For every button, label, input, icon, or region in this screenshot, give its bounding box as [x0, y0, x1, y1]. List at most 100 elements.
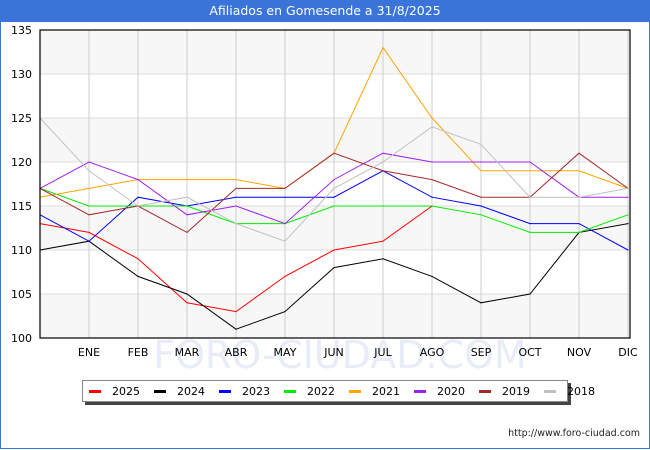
x-tick-label: JUL: [373, 346, 392, 359]
y-tick-label: 130: [11, 68, 32, 81]
x-tick-label: SEP: [471, 346, 492, 359]
legend-label: 2023: [242, 384, 270, 398]
y-tick-label: 100: [11, 332, 32, 345]
data-point-2024: [235, 328, 237, 330]
x-tick-label: OCT: [518, 346, 541, 359]
watermark: FORO-CIUDAD.COM: [153, 333, 527, 377]
data-point-2025: [88, 231, 90, 233]
data-point-2021: [186, 179, 188, 181]
x-tick-label: JUN: [323, 346, 344, 359]
legend-item: 2019: [479, 385, 530, 398]
legend-swatch: [284, 389, 296, 393]
data-point-2020: [137, 179, 139, 181]
x-tick-label: ENE: [78, 346, 100, 359]
data-point-2018: [431, 126, 433, 128]
legend-item: 2025: [89, 385, 140, 398]
legend-swatch: [89, 389, 101, 393]
x-tick-label: DIC: [618, 346, 638, 359]
legend-swatch: [154, 389, 166, 393]
legend-label: 2019: [502, 384, 530, 398]
data-point-2025: [186, 302, 188, 304]
background-band: [40, 206, 630, 250]
data-point-2024: [529, 293, 531, 295]
data-point-2020: [431, 161, 433, 163]
data-point-2021: [578, 170, 580, 172]
background-band: [40, 118, 630, 162]
legend-item: 2020: [414, 385, 465, 398]
background-band: [40, 30, 630, 74]
y-tick-label: 125: [11, 112, 32, 125]
data-point-2020: [529, 161, 531, 163]
data-point-2019: [284, 187, 286, 189]
data-point-2023: [88, 240, 90, 242]
data-point-2021: [382, 47, 384, 49]
data-point-2025: [137, 258, 139, 260]
legend-label: 2020: [437, 384, 465, 398]
legend-label: 2025: [112, 384, 140, 398]
y-tick-label: 105: [11, 288, 32, 301]
data-point-2021: [235, 179, 237, 181]
data-point-2018: [382, 161, 384, 163]
data-point-2019: [235, 187, 237, 189]
data-point-2024: [382, 258, 384, 260]
legend-swatch: [479, 389, 491, 393]
data-point-2023: [627, 249, 629, 251]
data-point-2023: [333, 196, 335, 198]
data-point-2023: [137, 196, 139, 198]
legend-item: 2024: [154, 385, 205, 398]
data-point-2018: [284, 240, 286, 242]
data-point-2022: [578, 231, 580, 233]
legend-label: 2018: [567, 384, 595, 398]
data-point-2022: [88, 205, 90, 207]
data-point-2020: [627, 196, 629, 198]
x-axis-ticks: ENE FEB MAR ABR MAY JUN JUL AGO SEP OCT NOV DIC: [78, 346, 638, 359]
y-tick-label: 120: [11, 156, 32, 169]
data-point-2024: [284, 311, 286, 313]
data-point-2018: [235, 223, 237, 225]
chart-title: Afiliados en Gomesende a 31/8/2025: [0, 0, 650, 22]
x-tick-label: NOV: [567, 346, 592, 359]
data-point-2019: [186, 231, 188, 233]
data-point-2020: [382, 152, 384, 154]
data-point-2023: [235, 196, 237, 198]
data-point-2024: [431, 275, 433, 277]
legend: 2025 2024 2023 2022 2021 2020 2019 2018: [82, 380, 595, 402]
data-point-2023: [284, 196, 286, 198]
data-point-2019: [480, 196, 482, 198]
y-tick-label: 135: [11, 24, 32, 37]
background-bands: [40, 30, 630, 338]
data-point-2022: [431, 205, 433, 207]
data-point-2024: [186, 293, 188, 295]
data-point-2021: [431, 117, 433, 119]
data-point-2022: [382, 205, 384, 207]
legend-swatch: [544, 389, 556, 393]
data-point-2025: [333, 249, 335, 251]
background-band: [40, 294, 630, 338]
data-point-2022: [529, 231, 531, 233]
y-tick-label: 115: [11, 200, 32, 213]
data-point-2021: [480, 170, 482, 172]
data-point-2018: [578, 196, 580, 198]
data-point-2018: [480, 143, 482, 145]
data-point-2024: [480, 302, 482, 304]
x-tick-label: MAR: [175, 346, 200, 359]
legend-label: 2024: [177, 384, 205, 398]
data-point-2024: [627, 223, 629, 225]
data-point-2021: [529, 170, 531, 172]
y-tick-label: 110: [11, 244, 32, 257]
data-point-2021: [88, 187, 90, 189]
data-point-2024: [137, 275, 139, 277]
data-point-2023: [480, 205, 482, 207]
data-point-2025: [235, 311, 237, 313]
data-point-2022: [186, 205, 188, 207]
data-point-2023: [578, 223, 580, 225]
legend-item: 2022: [284, 385, 335, 398]
legend-item: 2018: [544, 385, 595, 398]
x-tick-label: AGO: [420, 346, 445, 359]
data-point-2022: [627, 214, 629, 216]
data-point-2018: [88, 170, 90, 172]
legend-swatch: [349, 389, 361, 393]
data-point-2020: [480, 161, 482, 163]
data-point-2024: [333, 267, 335, 269]
